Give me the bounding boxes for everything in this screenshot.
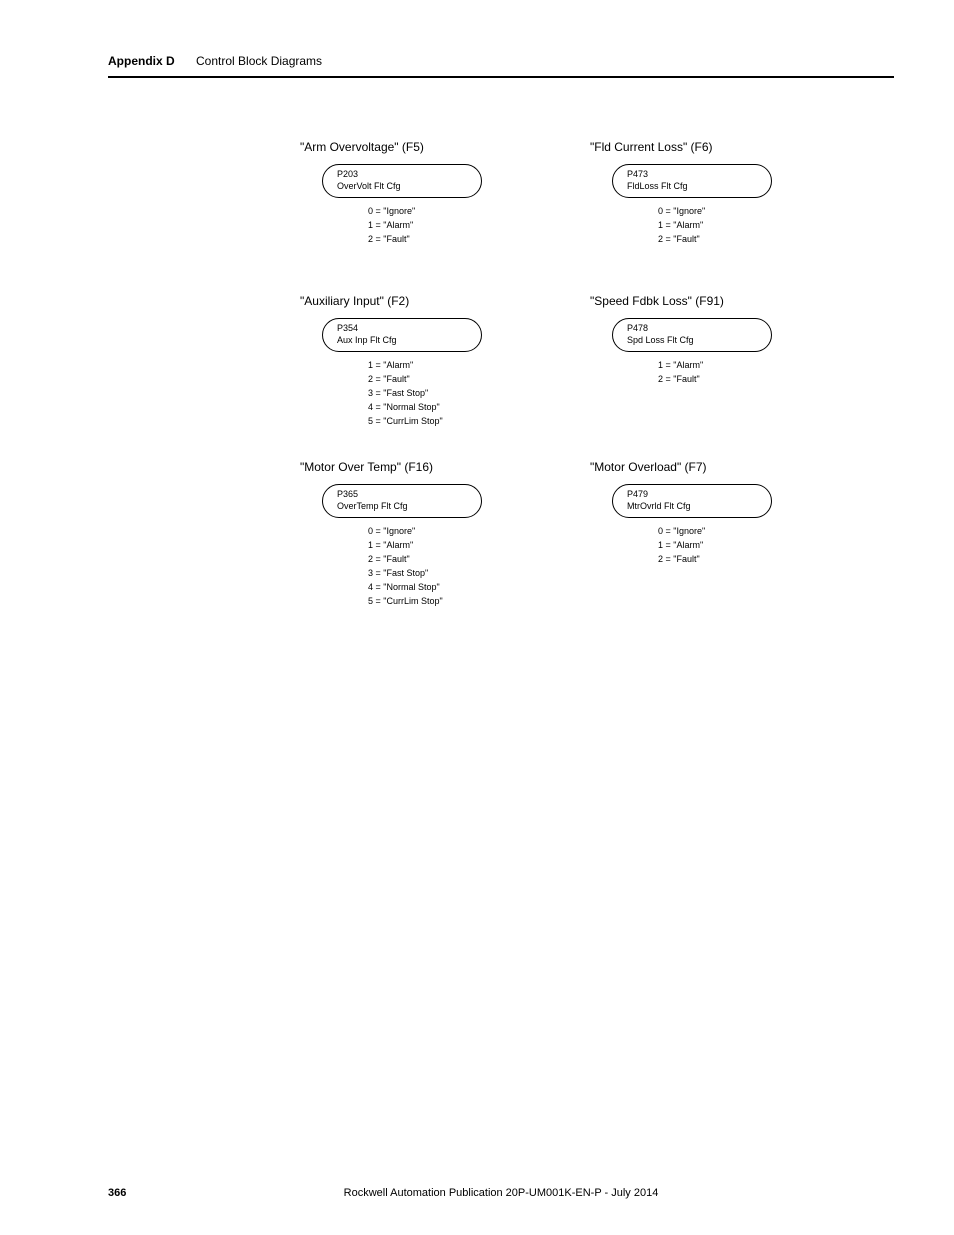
- parameter-number: P478: [627, 322, 757, 334]
- option-list: 0 = "Ignore"1 = "Alarm"2 = "Fault": [368, 204, 600, 246]
- option-item: 2 = "Fault": [658, 372, 890, 386]
- option-item: 3 = "Fast Stop": [368, 566, 600, 580]
- parameter-pill: P479MtrOvrld Flt Cfg: [612, 484, 772, 518]
- option-list: 0 = "Ignore"1 = "Alarm"2 = "Fault"3 = "F…: [368, 524, 600, 608]
- parameter-name: Aux Inp Flt Cfg: [337, 334, 467, 346]
- parameter-name: OverVolt Flt Cfg: [337, 180, 467, 192]
- option-item: 1 = "Alarm": [368, 538, 600, 552]
- config-block: "Motor Overload" (F7) P479MtrOvrld Flt Cf…: [590, 460, 890, 566]
- appendix-label: Appendix D: [108, 54, 175, 68]
- option-item: 2 = "Fault": [658, 232, 890, 246]
- parameter-pill: P354Aux Inp Flt Cfg: [322, 318, 482, 352]
- header-rule: [108, 76, 894, 78]
- page-header: Appendix D Control Block Diagrams: [108, 54, 894, 68]
- option-item: 1 = "Alarm": [368, 218, 600, 232]
- option-item: 0 = "Ignore": [368, 204, 600, 218]
- parameter-number: P354: [337, 322, 467, 334]
- option-item: 3 = "Fast Stop": [368, 386, 600, 400]
- config-block: "Fld Current Loss" (F6) P473FldLoss Flt C…: [590, 140, 890, 246]
- publication-line: Rockwell Automation Publication 20P-UM00…: [108, 1187, 894, 1199]
- config-block: "Arm Overvoltage" (F5) P203OverVolt Flt C…: [300, 140, 600, 246]
- config-block: "Speed Fdbk Loss" (F91) P478Spd Loss Flt …: [590, 294, 890, 386]
- block-title: "Auxiliary Input" (F2): [300, 294, 600, 308]
- parameter-name: MtrOvrld Flt Cfg: [627, 500, 757, 512]
- option-item: 0 = "Ignore": [658, 204, 890, 218]
- option-item: 2 = "Fault": [368, 552, 600, 566]
- parameter-number: P479: [627, 488, 757, 500]
- option-item: 1 = "Alarm": [658, 358, 890, 372]
- option-item: 0 = "Ignore": [368, 524, 600, 538]
- parameter-number: P473: [627, 168, 757, 180]
- parameter-number: P203: [337, 168, 467, 180]
- parameter-pill: P478Spd Loss Flt Cfg: [612, 318, 772, 352]
- parameter-name: Spd Loss Flt Cfg: [627, 334, 757, 346]
- parameter-pill: P365OverTemp Flt Cfg: [322, 484, 482, 518]
- option-item: 1 = "Alarm": [658, 538, 890, 552]
- parameter-number: P365: [337, 488, 467, 500]
- parameter-name: FldLoss Flt Cfg: [627, 180, 757, 192]
- option-item: 2 = "Fault": [368, 232, 600, 246]
- option-item: 5 = "CurrLim Stop": [368, 594, 600, 608]
- option-item: 1 = "Alarm": [658, 218, 890, 232]
- option-item: 5 = "CurrLim Stop": [368, 414, 600, 428]
- option-item: 1 = "Alarm": [368, 358, 600, 372]
- parameter-pill: P203OverVolt Flt Cfg: [322, 164, 482, 198]
- section-title: Control Block Diagrams: [196, 54, 322, 68]
- block-title: "Motor Over Temp" (F16): [300, 460, 600, 474]
- block-title: "Speed Fdbk Loss" (F91): [590, 294, 890, 308]
- option-item: 4 = "Normal Stop": [368, 580, 600, 594]
- option-item: 2 = "Fault": [658, 552, 890, 566]
- option-item: 0 = "Ignore": [658, 524, 890, 538]
- option-list: 1 = "Alarm"2 = "Fault": [658, 358, 890, 386]
- config-block: "Auxiliary Input" (F2) P354Aux Inp Flt Cf…: [300, 294, 600, 428]
- option-item: 4 = "Normal Stop": [368, 400, 600, 414]
- option-list: 1 = "Alarm"2 = "Fault"3 = "Fast Stop"4 =…: [368, 358, 600, 428]
- block-title: "Fld Current Loss" (F6): [590, 140, 890, 154]
- parameter-pill: P473FldLoss Flt Cfg: [612, 164, 772, 198]
- option-list: 0 = "Ignore"1 = "Alarm"2 = "Fault": [658, 524, 890, 566]
- parameter-name: OverTemp Flt Cfg: [337, 500, 467, 512]
- block-title: "Motor Overload" (F7): [590, 460, 890, 474]
- block-title: "Arm Overvoltage" (F5): [300, 140, 600, 154]
- config-block: "Motor Over Temp" (F16) P365OverTemp Flt …: [300, 460, 600, 608]
- option-list: 0 = "Ignore"1 = "Alarm"2 = "Fault": [658, 204, 890, 246]
- option-item: 2 = "Fault": [368, 372, 600, 386]
- page-footer: 366 Rockwell Automation Publication 20P-…: [108, 1187, 894, 1199]
